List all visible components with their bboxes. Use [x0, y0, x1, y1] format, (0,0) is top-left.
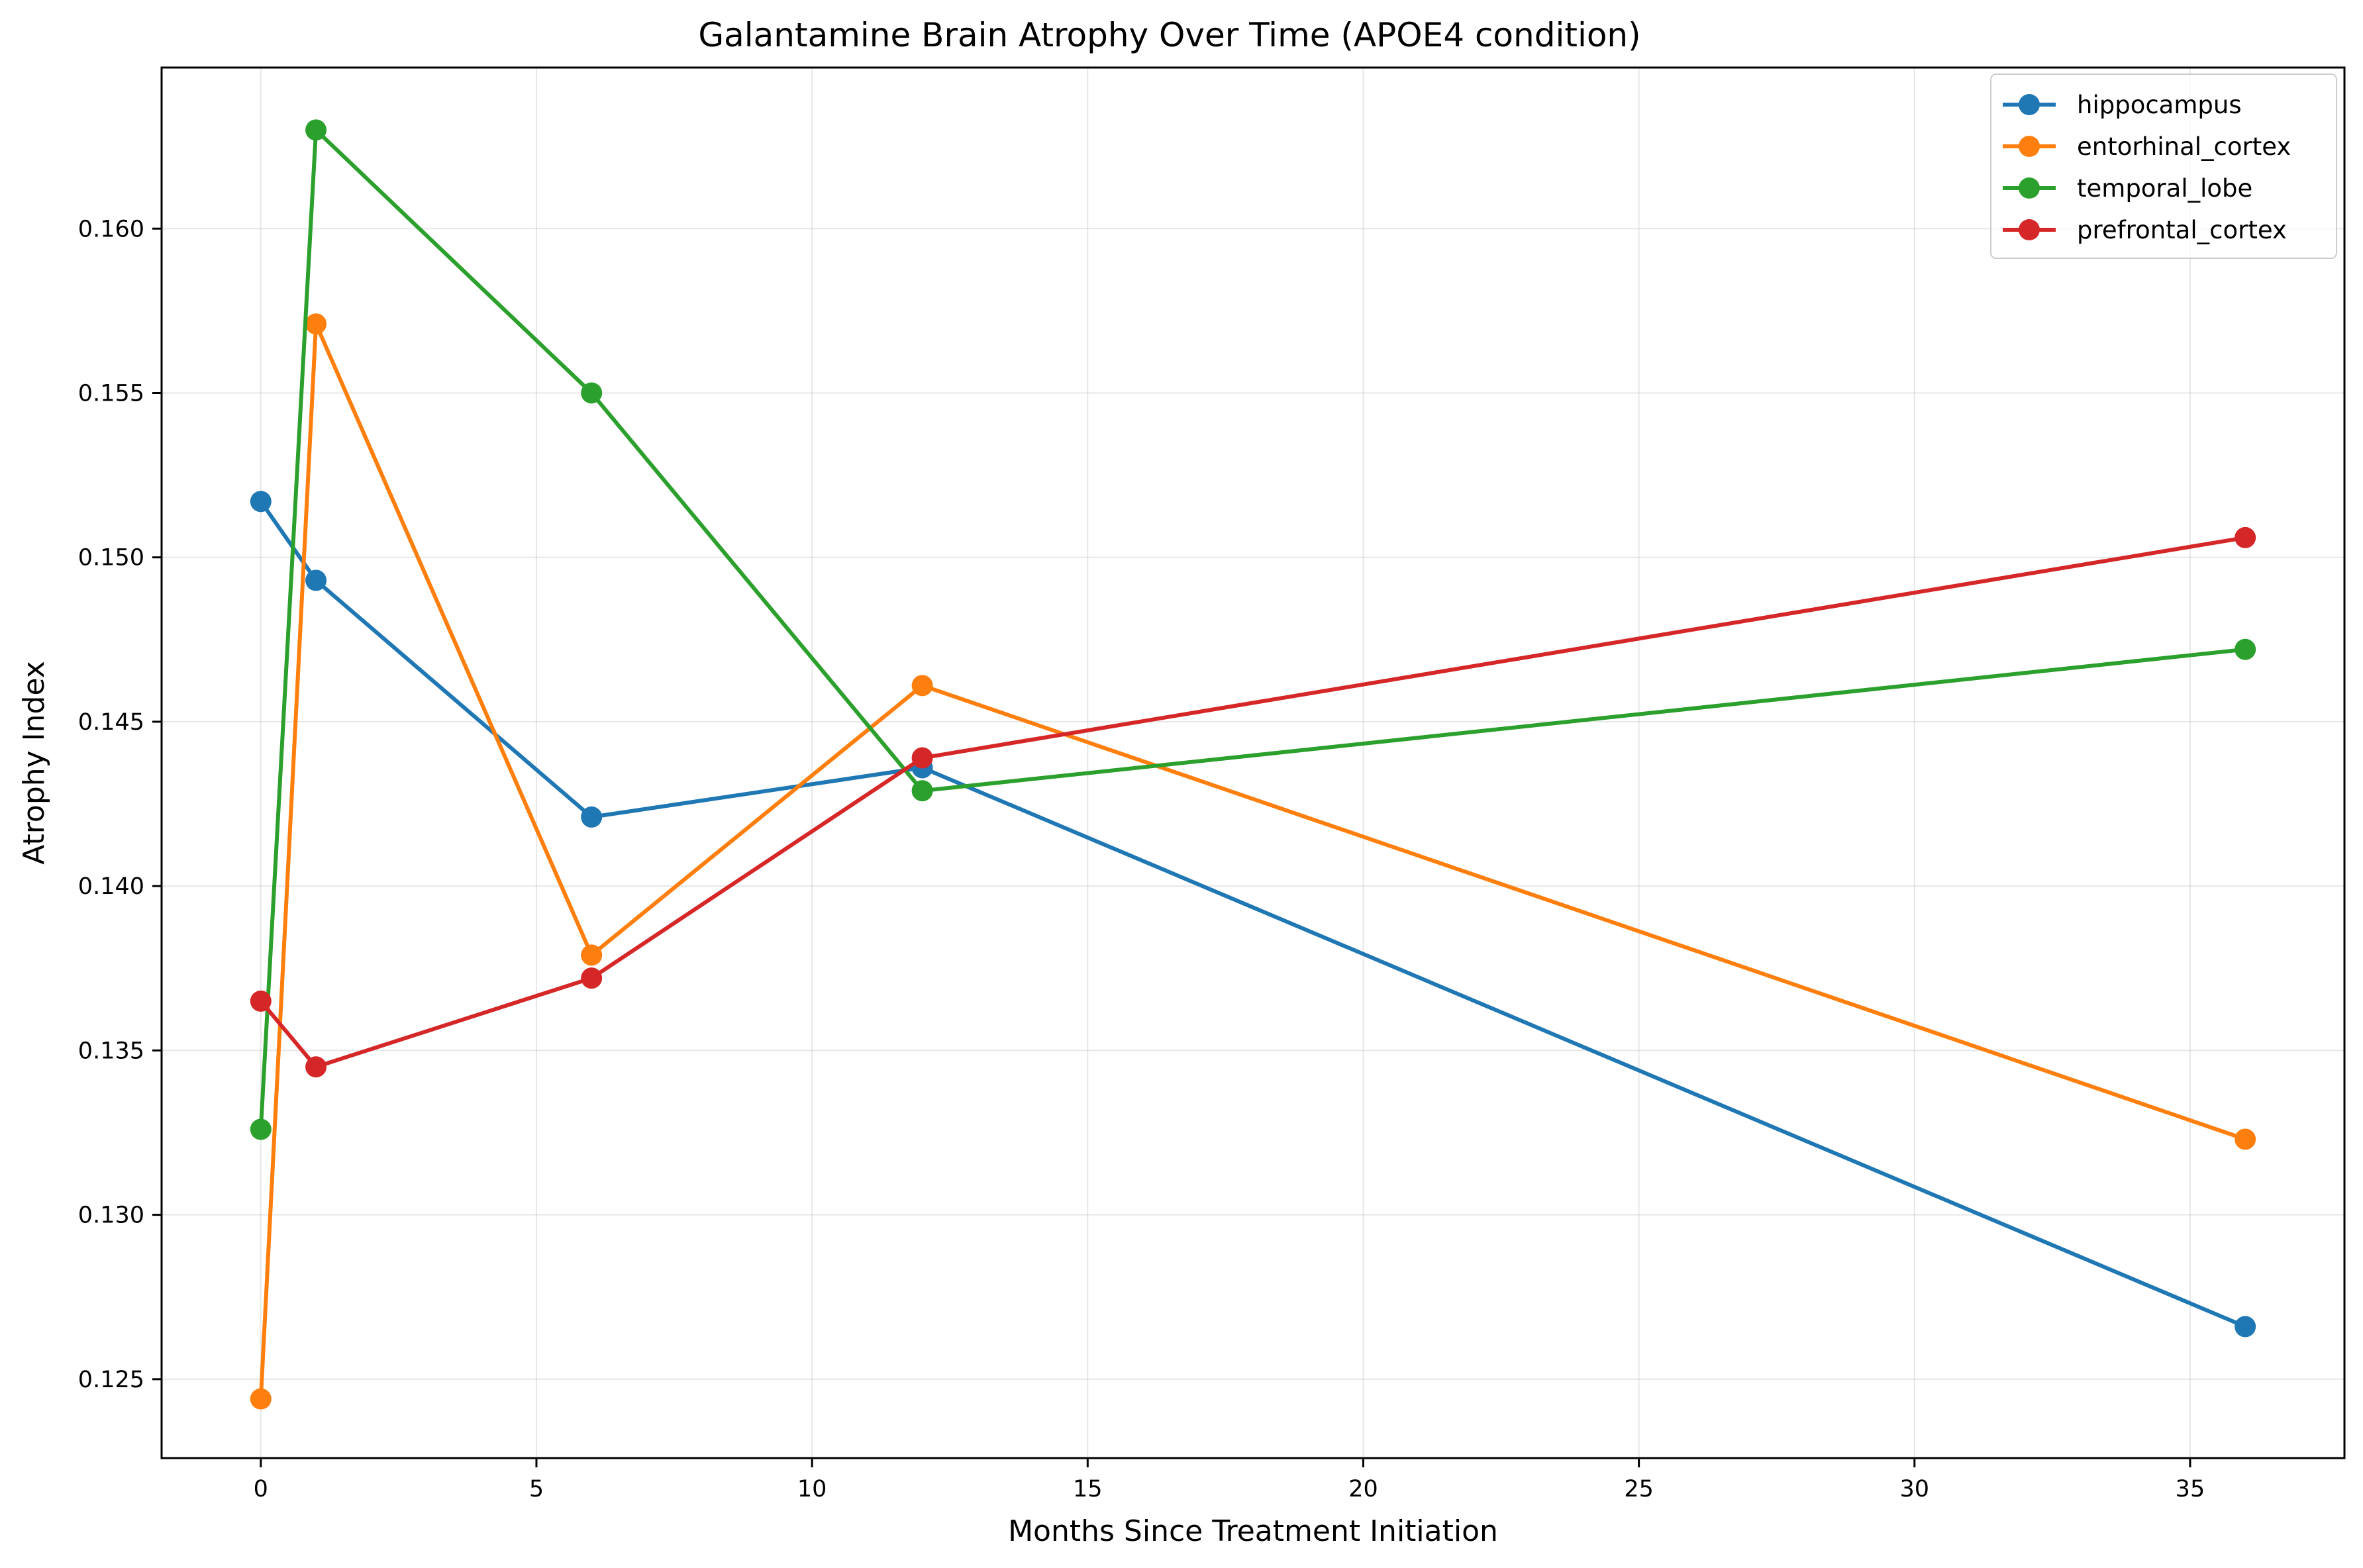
data-point: [911, 780, 933, 802]
data-point: [250, 491, 272, 513]
data-point: [911, 747, 933, 769]
legend-entry-prefrontal-cortex: prefrontal_cortex: [2003, 216, 2287, 244]
chart-title: Galantamine Brain Atrophy Over Time (APO…: [698, 16, 1640, 54]
data-point: [911, 675, 933, 697]
y-tick-label: 0.135: [78, 1038, 144, 1064]
legend-entry-entorhinal-cortex: entorhinal_cortex: [2003, 132, 2291, 161]
series-prefrontal-cortex: [250, 526, 2256, 1078]
x-tick-label: 30: [1900, 1476, 1930, 1502]
series-hippocampus: [250, 491, 2256, 1338]
data-point: [2235, 1128, 2256, 1150]
data-point: [305, 313, 327, 335]
legend-marker: [2019, 219, 2040, 240]
data-point: [305, 119, 327, 141]
y-tick-label: 0.145: [78, 709, 144, 736]
legend-label: temporal_lobe: [2077, 174, 2252, 203]
data-point: [2235, 638, 2256, 660]
data-point: [2235, 1316, 2256, 1338]
data-point: [581, 806, 603, 828]
legend-marker: [2019, 136, 2040, 157]
x-tick-label: 0: [254, 1476, 268, 1502]
series-entorhinal-cortex: [250, 313, 2256, 1410]
legend-label: entorhinal_cortex: [2077, 132, 2291, 161]
legend: hippocampus entorhinal_cortex temporal_lob…: [1990, 74, 2337, 259]
y-tick-label: 0.130: [78, 1202, 144, 1229]
x-tick-label: 35: [2176, 1476, 2205, 1502]
y-tick-label: 0.125: [78, 1367, 144, 1393]
data-series: [250, 119, 2256, 1410]
data-point: [250, 990, 272, 1012]
data-point: [581, 944, 603, 966]
legend-label: hippocampus: [2077, 91, 2242, 119]
series-temporal-lobe: [250, 119, 2256, 1140]
data-point: [250, 1118, 272, 1140]
y-axis-label: Atrophy Index: [17, 661, 51, 865]
x-axis-label: Months Since Treatment Initiation: [1008, 1514, 1498, 1548]
legend-entry-temporal-lobe: temporal_lobe: [2003, 174, 2252, 203]
legend-entry-hippocampus: hippocampus: [2003, 91, 2242, 119]
data-point: [581, 967, 603, 989]
y-tick-label: 0.155: [78, 380, 144, 407]
data-point: [250, 1388, 272, 1410]
y-tick-label: 0.160: [78, 216, 144, 242]
data-point: [305, 1056, 327, 1078]
y-tick-label: 0.140: [78, 873, 144, 900]
legend-marker: [2019, 94, 2040, 115]
x-tick-label: 10: [797, 1476, 827, 1502]
plot-area-frame: [160, 66, 2346, 1459]
data-point: [581, 382, 603, 404]
axis-ticks: 0 5 10 15 20 25 30 35 0.125 0.130 0.135 0.140 0.145 0…: [78, 216, 2205, 1502]
x-tick-label: 25: [1624, 1476, 1654, 1502]
x-tick-label: 15: [1073, 1476, 1103, 1502]
legend-box: [1990, 74, 2337, 259]
legend-marker: [2019, 177, 2040, 199]
x-tick-label: 20: [1348, 1476, 1378, 1502]
data-point: [2235, 526, 2256, 548]
x-tick-label: 5: [529, 1476, 544, 1502]
data-point: [305, 569, 327, 591]
y-tick-label: 0.150: [78, 545, 144, 571]
legend-label: prefrontal_cortex: [2077, 216, 2287, 244]
